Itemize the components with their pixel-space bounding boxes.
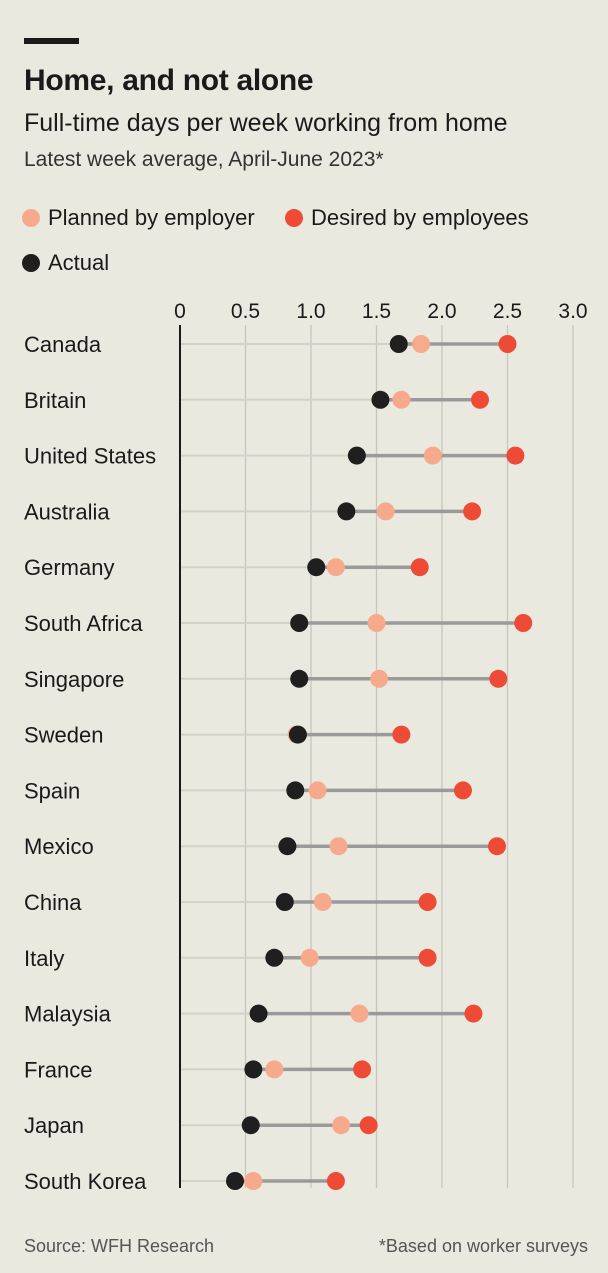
category-label: Malaysia <box>24 1002 112 1027</box>
desired-dot <box>418 948 437 967</box>
planned-dot <box>329 837 348 856</box>
desired-dot <box>353 1060 372 1079</box>
actual-dot <box>249 1004 268 1023</box>
category-label: Singapore <box>24 667 124 692</box>
x-tick-label: 0 <box>174 300 186 323</box>
category-label: Spain <box>24 778 80 803</box>
footnote: *Based on worker surveys <box>378 1236 588 1256</box>
planned-dot <box>367 614 386 632</box>
planned-dot <box>370 669 389 688</box>
planned-dot <box>244 1172 263 1190</box>
actual-dot <box>226 1172 245 1190</box>
planned-dot <box>326 558 345 577</box>
chart-note: Latest week average, April-June 2023* <box>24 148 384 171</box>
planned-dot <box>308 781 327 800</box>
category-label: South Korea <box>24 1169 147 1194</box>
category-label: Canada <box>24 332 102 357</box>
x-tick-label: 3.0 <box>558 300 587 323</box>
category-label: Mexico <box>24 834 94 859</box>
planned-dot <box>313 893 332 911</box>
actual-dot <box>337 502 356 521</box>
category-label: Germany <box>24 555 114 580</box>
planned-dot <box>265 1060 284 1079</box>
legend-dot-desired <box>285 209 303 227</box>
desired-dot <box>464 1004 483 1023</box>
desired-dot <box>470 390 489 409</box>
actual-dot <box>278 837 297 856</box>
actual-dot <box>275 893 294 911</box>
desired-dot <box>489 669 508 688</box>
desired-dot <box>326 1172 345 1190</box>
planned-dot <box>332 1116 351 1135</box>
x-tick-label: 1.0 <box>296 300 325 323</box>
legend-item-actual: Actual <box>22 250 109 276</box>
header-rule <box>24 38 79 44</box>
actual-dot <box>290 669 309 688</box>
desired-dot <box>453 781 472 800</box>
actual-dot <box>371 390 390 409</box>
category-label: China <box>24 890 82 915</box>
legend-label-planned: Planned by employer <box>48 205 255 230</box>
desired-dot <box>418 893 437 911</box>
planned-dot <box>376 502 395 521</box>
legend-dot-actual <box>22 254 40 272</box>
desired-dot <box>506 446 525 465</box>
category-label: United States <box>24 444 156 469</box>
desired-dot <box>463 502 482 521</box>
source-note: Source: WFH Research <box>24 1236 215 1256</box>
desired-dot <box>514 614 533 632</box>
actual-dot <box>288 725 307 744</box>
actual-dot <box>347 446 366 465</box>
chart-title: Home, and not alone <box>24 64 314 97</box>
actual-dot <box>307 558 326 577</box>
category-label: France <box>24 1057 92 1082</box>
legend-item-planned: Planned by employer <box>22 205 255 231</box>
actual-dot <box>241 1116 260 1135</box>
category-label: Australia <box>24 499 110 524</box>
actual-dot <box>244 1060 263 1079</box>
chart-subtitle: Full-time days per week working from hom… <box>24 109 508 137</box>
actual-dot <box>290 614 309 632</box>
category-label: Britain <box>24 388 86 413</box>
category-label: Sweden <box>24 723 104 748</box>
planned-dot <box>350 1004 369 1023</box>
desired-dot <box>498 335 517 353</box>
actual-dot <box>389 335 408 353</box>
x-tick-label: 2.5 <box>493 300 522 323</box>
x-tick-label: 0.5 <box>231 300 260 323</box>
legend-dot-planned <box>22 209 40 227</box>
actual-dot <box>286 781 305 800</box>
category-label: South Africa <box>24 611 143 636</box>
x-tick-label: 2.0 <box>427 300 456 323</box>
x-tick-label: 1.5 <box>362 300 391 323</box>
desired-dot <box>392 725 411 744</box>
category-label: Japan <box>24 1113 84 1138</box>
planned-dot <box>412 335 431 353</box>
desired-dot <box>488 837 507 856</box>
actual-dot <box>265 948 284 967</box>
legend-label-actual: Actual <box>48 250 110 275</box>
legend-label-desired: Desired by employees <box>311 205 529 230</box>
planned-dot <box>300 948 319 967</box>
desired-dot <box>359 1116 378 1135</box>
planned-dot <box>423 446 442 465</box>
planned-dot <box>392 390 411 409</box>
category-label: Italy <box>24 946 64 971</box>
legend-item-desired: Desired by employees <box>285 205 529 231</box>
desired-dot <box>410 558 429 577</box>
